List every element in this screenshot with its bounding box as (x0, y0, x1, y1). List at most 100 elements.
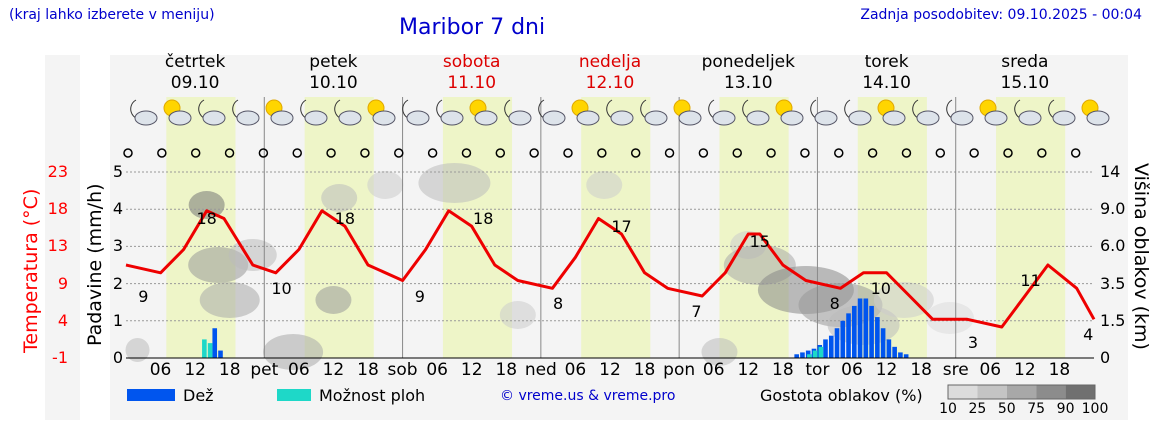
shower-bar (818, 346, 824, 358)
rain-bar (800, 352, 805, 358)
rain-bar (903, 354, 909, 358)
rain-bar (875, 317, 880, 358)
weather-icon (1014, 99, 1042, 126)
weather-icon (877, 99, 906, 126)
x-tick-label: 12 (737, 360, 760, 380)
wind-calm-icon (664, 148, 675, 158)
temperature-value-label: 18 (334, 208, 356, 228)
cloud-density-patch (586, 171, 623, 199)
temperature-value-label: 4 (1083, 325, 1094, 345)
density-level-label: 100 (1081, 401, 1109, 417)
weather-icon (912, 99, 940, 126)
density-level-label: 10 (939, 401, 957, 417)
rain-bar (846, 313, 851, 358)
x-tick-label: 06 (426, 360, 448, 380)
x-tick-label: 06 (288, 360, 310, 380)
temperature-value-label: 7 (691, 302, 702, 321)
x-tick-label: 18 (495, 360, 518, 380)
x-tick-label: ned (524, 360, 557, 380)
wind-calm-icon (867, 148, 878, 158)
location-hint: (kraj lahko izberete v meniju) (9, 7, 215, 23)
rain-bar (212, 328, 218, 358)
weather-icon (130, 99, 158, 126)
cloud-density-patch (418, 163, 491, 203)
weather-icon (232, 99, 260, 126)
rain-bar (880, 328, 886, 358)
temperature-value-label: 17 (611, 216, 632, 236)
day-date-label: 14.10 (862, 73, 911, 93)
x-tick-label: 06 (841, 360, 863, 380)
temperature-value-label: 18 (196, 208, 217, 228)
weather-icon (469, 99, 498, 126)
precipitation-tick-label: 5 (112, 162, 123, 181)
weather-icon (504, 99, 532, 126)
shower-bar (812, 350, 818, 358)
x-tick-label: 12 (322, 360, 345, 380)
temperature-value-label: 10 (271, 278, 292, 298)
density-scale-swatch (1036, 385, 1066, 399)
day-name-label: ponedeljek (701, 52, 795, 72)
density-scale-swatch (1006, 385, 1037, 399)
credit-label: © vreme.us & vreme.pro (500, 388, 676, 404)
precipitation-tick-label: 1 (112, 310, 123, 330)
precipitation-tick-label: 0 (112, 348, 123, 367)
weather-icon (538, 99, 566, 126)
rain-bar (857, 298, 863, 358)
weather-icon (367, 99, 396, 126)
wind-calm-icon (529, 148, 539, 158)
precipitation-tick-label: 4 (112, 199, 123, 219)
rain-bar (794, 354, 799, 358)
day-name-label: sobota (442, 52, 501, 72)
last-updated: Zadnja posodobitev: 09.10.2025 - 00:04 (860, 7, 1142, 23)
daylight-band (719, 97, 789, 358)
cloud-density-patch (499, 301, 536, 329)
rain-bar (892, 346, 897, 358)
density-level-label: 75 (1027, 401, 1046, 417)
rain-bar (886, 339, 892, 358)
weather-icon (1048, 99, 1076, 126)
cloud-density-patch (188, 191, 225, 219)
x-tick-label: 18 (1048, 360, 1071, 380)
rain-bar (828, 335, 834, 358)
day-date-label: 09.10 (170, 73, 220, 93)
temperature-value-label: 15 (749, 232, 770, 251)
rain-bar (823, 339, 828, 358)
wind-calm-icon (292, 148, 302, 158)
cloud-height-tick-label: 9.0 (1100, 199, 1126, 219)
cloud-height-tick-label: 6.0 (1100, 236, 1126, 256)
density-scale-swatch (977, 385, 1007, 399)
cloud-density-patch (199, 282, 260, 318)
wind-calm-icon (1070, 148, 1081, 158)
cloud-height-tick-label: 0 (1100, 348, 1111, 367)
weather-icon (673, 99, 702, 126)
temperature-tick-label: 23 (47, 162, 68, 181)
density-scale-swatch (1065, 385, 1095, 399)
weather-icon (571, 99, 600, 126)
weather-icon (198, 99, 226, 126)
wind-calm-icon (224, 148, 235, 158)
x-tick-label: 18 (633, 360, 656, 380)
temperature-tick-label: 4 (57, 310, 68, 330)
wind-calm-icon (563, 148, 573, 158)
shower-bar (202, 339, 207, 358)
x-tick-label: sob (387, 360, 418, 380)
day-name-label: petek (309, 52, 358, 72)
weather-icon (708, 99, 736, 126)
wind-calm-icon (394, 148, 404, 158)
temperature-tick-label: 9 (57, 273, 68, 293)
wind-calm-icon (326, 148, 336, 158)
weather-icon (436, 99, 464, 126)
wind-calm-icon (935, 148, 946, 158)
x-tick-label: 18 (772, 360, 794, 380)
rain-bar (840, 320, 846, 358)
cloud-density-patch (367, 171, 404, 199)
temperature-value-label: 18 (473, 208, 494, 228)
wind-calm-icon (630, 148, 641, 158)
rain-bar (898, 352, 903, 358)
daylight-band (304, 97, 374, 358)
density-level-label: 50 (997, 401, 1016, 417)
weather-icon (810, 99, 838, 126)
weather-icon (640, 99, 668, 126)
page-title: Maribor 7 dni (399, 15, 546, 40)
wind-calm-icon (766, 148, 776, 158)
